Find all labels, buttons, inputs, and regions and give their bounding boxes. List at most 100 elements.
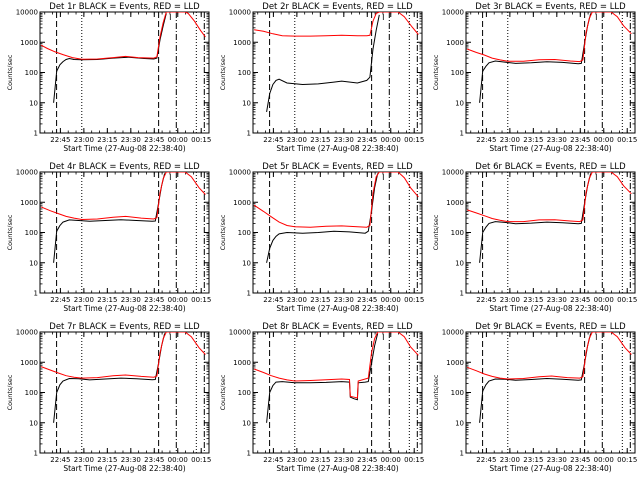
y-tick-label: 10 [29,99,38,107]
x-tick-label: 00:15 [404,456,424,464]
y-tick-label: 10000 [16,329,38,337]
panel-5: Det 5r BLACK = Events, RED = LLD 1 10 100 10… [219,162,424,313]
y-tick-label: 10000 [229,169,251,177]
x-tick-label: 23:15 [310,456,330,464]
y-tick-label: 1000 [446,39,464,47]
x-tick-label: 00:00 [381,136,401,144]
y-tick-label: 1000 [233,199,251,207]
x-tick-label: 23:00 [287,456,307,464]
x-tick-label: 22:45 [50,136,70,144]
y-tick-label: 100 [25,389,38,397]
series-events-line [53,173,166,263]
y-axis-label: Counts/sec [219,374,227,410]
x-tick-label: 00:00 [168,456,188,464]
y-tick-label: 1 [34,290,38,298]
x-tick-label: 22:45 [476,296,496,304]
plot-frame [252,171,423,294]
panel-title: Det 9r BLACK = Events, RED = LLD [475,322,626,332]
x-tick-label: 23:30 [121,296,141,304]
time-marker-label: I [595,333,597,342]
x-axis-label: Start Time (27-Aug-08 22:38:40) [63,464,185,473]
panel-title: Det 3r BLACK = Events, RED = LLD [475,2,626,12]
y-tick-label: 1 [247,130,251,138]
y-tick-label: 10 [455,259,464,267]
plot-frame [465,331,636,454]
plot-frame [252,11,423,134]
x-tick-label: 23:45 [144,136,164,144]
y-axis-label: Counts/sec [219,214,227,250]
series-events-line [266,173,379,263]
series-lld-line [466,12,632,63]
plot-frame [465,11,636,134]
x-tick-label: 00:00 [381,456,401,464]
x-tick-label: 22:45 [476,136,496,144]
y-tick-label: 10 [242,419,251,427]
panel-9: Det 9r BLACK = Events, RED = LLD 1 10 100 10… [432,322,637,473]
x-tick-label: 00:00 [594,296,614,304]
panel-8: Det 8r BLACK = Events, RED = LLD 1 10 100 10… [219,322,424,473]
y-tick-label: 10 [29,259,38,267]
y-axis-label: Counts/sec [432,374,440,410]
y-tick-label: 1000 [20,199,38,207]
y-tick-label: 100 [238,69,251,77]
x-tick-label: 23:45 [570,456,590,464]
x-tick-label: 22:45 [476,456,496,464]
x-axis-label: Start Time (27-Aug-08 22:38:40) [489,144,611,153]
y-axis-label: Counts/sec [432,214,440,250]
x-tick-label: 23:15 [523,456,543,464]
x-tick-label: 23:30 [334,136,354,144]
x-tick-label: 23:00 [500,456,520,464]
panel-title: Det 1r BLACK = Events, RED = LLD [49,2,200,12]
y-axis-label: Counts/sec [6,374,14,410]
x-tick-label: 23:00 [74,136,94,144]
x-tick-label: 00:15 [191,296,211,304]
x-tick-label: 00:15 [404,136,424,144]
x-tick-label: 23:00 [287,136,307,144]
x-tick-label: 23:45 [357,296,377,304]
panel-4: Det 4r BLACK = Events, RED = LLD 1 10 100 10… [6,162,211,313]
panel-2: Det 2r BLACK = Events, RED = LLD 1 10 100 10… [219,2,424,153]
x-tick-label: 23:30 [121,456,141,464]
series-lld-line [253,332,419,399]
time-marker-label: I [169,13,171,22]
x-tick-label: 23:00 [500,136,520,144]
series-events-line [266,14,380,112]
x-tick-label: 00:15 [617,456,637,464]
y-tick-label: 10000 [442,329,464,337]
x-axis-label: Start Time (27-Aug-08 22:38:40) [276,144,398,153]
series-lld-line [253,172,419,228]
x-tick-label: 23:15 [310,136,330,144]
y-tick-label: 10000 [442,9,464,17]
time-marker-label: I [169,333,171,342]
panel-title: Det 6r BLACK = Events, RED = LLD [475,162,626,172]
x-tick-label: 00:15 [404,296,424,304]
y-tick-label: 1000 [446,199,464,207]
x-tick-label: 00:00 [381,296,401,304]
x-tick-label: 23:30 [334,456,354,464]
x-tick-label: 23:30 [547,456,567,464]
y-axis-label: Counts/sec [6,214,14,250]
x-tick-label: 23:15 [97,296,117,304]
x-tick-label: 23:30 [121,136,141,144]
y-tick-label: 10000 [442,169,464,177]
x-axis-label: Start Time (27-Aug-08 22:38:40) [63,304,185,313]
y-tick-label: 1000 [233,39,251,47]
series-events-line [266,333,379,423]
y-tick-label: 100 [25,69,38,77]
series-lld-line [40,172,206,221]
y-tick-label: 100 [451,389,464,397]
x-tick-label: 23:30 [334,296,354,304]
panel-1: Det 1r BLACK = Events, RED = LLD 1 10 100 10… [6,2,211,153]
x-tick-label: 23:30 [547,136,567,144]
x-tick-label: 00:00 [168,296,188,304]
y-tick-label: 1 [34,450,38,458]
x-axis-label: Start Time (27-Aug-08 22:38:40) [276,304,398,313]
y-tick-label: 10 [242,259,251,267]
x-tick-label: 23:15 [523,136,543,144]
y-tick-label: 1000 [446,359,464,367]
x-tick-label: 22:45 [50,456,70,464]
y-tick-label: 10 [29,419,38,427]
panel-title: Det 2r BLACK = Events, RED = LLD [262,2,413,12]
x-tick-label: 00:15 [191,136,211,144]
x-tick-label: 23:00 [500,296,520,304]
